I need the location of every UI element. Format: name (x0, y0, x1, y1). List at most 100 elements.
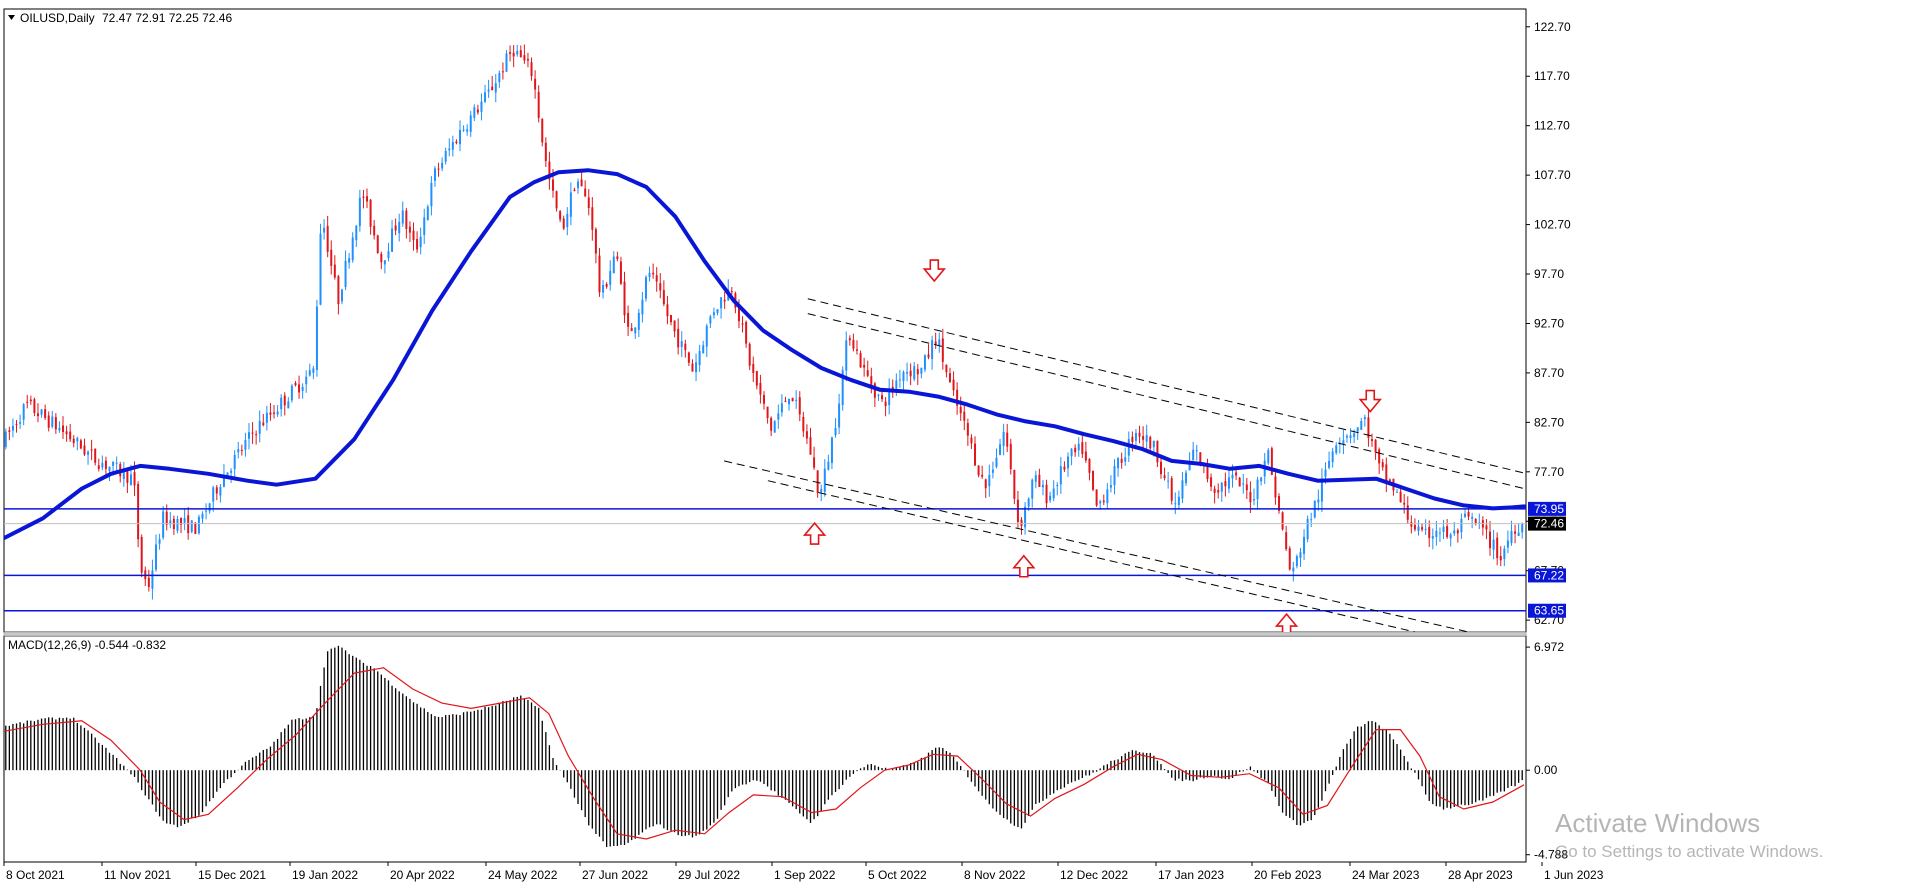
ohlc-label: 72.47 72.91 72.25 72.46 (102, 11, 232, 25)
channel-line-3[interactable] (767, 480, 1416, 632)
candle-body (698, 351, 701, 365)
candle-body (720, 297, 723, 309)
candle-body (1288, 548, 1291, 570)
channel-line-0[interactable] (807, 298, 1824, 546)
candle-body (791, 397, 794, 402)
candle-body (966, 423, 969, 436)
candle-body (1231, 474, 1234, 479)
candle-body (684, 343, 687, 351)
candle-body (888, 388, 891, 406)
arrow-up-icon[interactable] (802, 521, 827, 545)
candle-body (773, 421, 776, 433)
candle-body (999, 444, 1002, 455)
watermark-subtitle: Go to Settings to activate Windows. (1555, 842, 1824, 861)
moving-average-line[interactable] (4, 168, 1526, 541)
candle-body (548, 161, 551, 180)
candle-body (644, 277, 647, 299)
candle-body (348, 258, 351, 263)
candle-body (419, 236, 422, 248)
candle-body (680, 341, 683, 347)
candle-body (140, 536, 143, 573)
axes-layer: 122.70 117.70 112.70 107.70 102.70 97.70 92.70… (3, 20, 1604, 882)
macd-signal-layer (4, 667, 1525, 840)
candle-body (1195, 450, 1198, 452)
candle-body (1406, 505, 1409, 520)
triangle-down-icon[interactable] (8, 15, 15, 20)
candle-body (1045, 484, 1048, 504)
candle-body (187, 515, 190, 534)
candle-body (920, 367, 923, 374)
y-tick-label: 117.70 (1534, 69, 1570, 83)
x-tick-label: 11 Nov 2021 (104, 868, 171, 882)
candle-body (655, 275, 658, 282)
candle-body (1517, 532, 1520, 537)
candle-body (534, 78, 537, 90)
candle-body (541, 118, 544, 143)
arrow-down-icon[interactable] (922, 259, 947, 283)
candle-body (1002, 431, 1005, 446)
candle-body (505, 53, 508, 72)
candle-body (366, 196, 369, 202)
macd-label: MACD(12,26,9) -0.544 -0.832 (8, 638, 166, 652)
candle-body (830, 437, 833, 463)
candle-body (677, 328, 680, 348)
candle-body (1199, 452, 1202, 465)
candle-body (1474, 518, 1477, 524)
candle-body (834, 428, 837, 435)
candle-body (1485, 525, 1488, 530)
candle-body (562, 218, 565, 229)
candle-body (1449, 534, 1452, 539)
channel-line-2[interactable] (723, 460, 1469, 632)
candle-body (1206, 463, 1209, 480)
candle-body (276, 411, 279, 415)
candle-body (759, 382, 762, 395)
candle-body (62, 425, 65, 433)
x-tick-label: 17 Jan 2023 (1158, 868, 1224, 882)
candle-body (1417, 526, 1420, 531)
candle-body (1245, 484, 1248, 491)
candle-body (501, 71, 504, 73)
candle-body (498, 72, 501, 82)
channel-line-1[interactable] (807, 313, 1824, 562)
candle-body (1467, 511, 1470, 517)
candle-body (233, 454, 236, 470)
candle-body (437, 168, 440, 170)
candle-body (716, 309, 719, 313)
candle-body (1453, 530, 1456, 534)
arrow-up-icon[interactable] (1012, 554, 1036, 578)
candle-body (258, 420, 261, 434)
labels-layer: OILUSD,Daily 72.47 72.91 72.25 72.46 MAC… (8, 11, 232, 652)
candle-body (587, 197, 590, 209)
candle-body (212, 487, 215, 502)
candle-body (723, 299, 726, 302)
candle-body (702, 345, 705, 354)
candle-body (305, 376, 308, 385)
candle-body (108, 466, 111, 472)
macd-y-tick-label: 0.00 (1534, 763, 1558, 777)
candle-body (1070, 448, 1073, 457)
candle-body (1224, 481, 1227, 487)
candle-body (1360, 420, 1363, 430)
x-tick-label: 20 Apr 2022 (390, 868, 455, 882)
arrow-down-icon[interactable] (1358, 389, 1382, 413)
panel-separator[interactable] (3, 631, 1527, 637)
candle-body (1059, 466, 1062, 485)
candle-body (54, 417, 57, 430)
candle-body (283, 395, 286, 406)
arrow-up-icon[interactable] (1274, 612, 1299, 635)
candle-body (838, 403, 841, 428)
candle-body (881, 395, 884, 400)
candle-body (1077, 443, 1080, 451)
arrows-layer (802, 259, 1382, 635)
candle-body (1388, 479, 1391, 482)
candle-body (1052, 488, 1055, 499)
candle-body (340, 289, 343, 302)
candle-body (895, 380, 898, 389)
candle-body (362, 196, 365, 198)
candle-body (809, 437, 812, 455)
candle-body (855, 349, 858, 351)
candle-body (766, 406, 769, 418)
candle-body (1310, 519, 1313, 521)
y-tick-label: 112.70 (1534, 119, 1570, 133)
candle-body (1489, 531, 1492, 549)
